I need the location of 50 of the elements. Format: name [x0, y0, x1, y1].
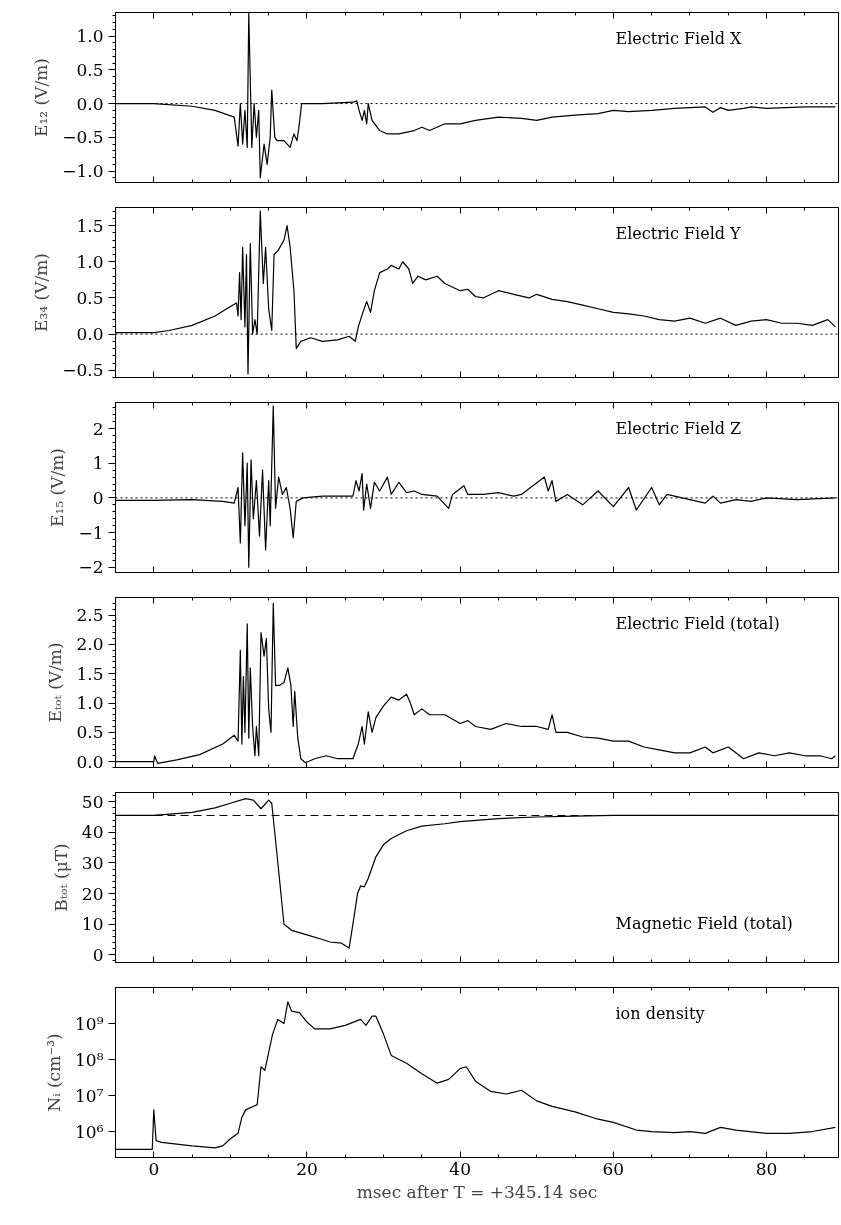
y-tick-label: 0	[92, 487, 104, 508]
x-tick-label: 20	[296, 1158, 318, 1179]
y-tick-label: 20	[81, 883, 104, 904]
x-tick-label: 60	[602, 1158, 625, 1179]
y-tick-label: −1.0	[62, 161, 104, 182]
y-tick-label: 0.5	[76, 287, 104, 308]
x-tick-label: 80	[755, 1158, 778, 1179]
y-tick-label: 0.5	[76, 59, 104, 80]
annotation: Electric Field X	[615, 28, 743, 48]
x-tick-label: 0	[148, 1158, 160, 1179]
y-tick-label: 10⁶	[75, 1121, 104, 1142]
annotation: Electric Field (total)	[615, 613, 780, 633]
y-tick-label: 1.0	[76, 26, 104, 47]
y-tick-label: 1.0	[76, 693, 104, 714]
y-tick-label: 0.0	[76, 751, 104, 772]
y-tick-label: 10⁷	[75, 1085, 104, 1106]
y-axis-title: Eₜₒₜ (V/m)	[45, 642, 66, 723]
y-tick-label: 1.5	[76, 663, 104, 684]
y-tick-label: 40	[81, 822, 104, 843]
y-tick-label: 1	[92, 453, 104, 474]
y-tick-label: 2.0	[76, 634, 104, 655]
y-axis-title: E₁₅ (V/m)	[47, 448, 68, 527]
y-tick-label: 1.5	[76, 215, 104, 236]
annotation: Electric Field Z	[615, 418, 742, 438]
y-tick-label: 10⁸	[75, 1049, 104, 1070]
y-tick-label: −0.5	[62, 360, 104, 381]
y-tick-label: 0.0	[76, 324, 104, 345]
line-series	[115, 602, 837, 764]
y-axis-title: Bₜₒₜ (μT)	[50, 843, 71, 912]
annotation: ion density	[615, 1003, 705, 1023]
y-tick-label: 0.0	[76, 93, 104, 114]
y-axis-title: Nᵢ (cm⁻³)	[44, 1033, 65, 1112]
y-tick-label: 0.5	[76, 722, 104, 743]
y-axis-title: E₁₂ (V/m)	[31, 58, 52, 137]
y-tick-label: 30	[81, 852, 104, 873]
y-tick-label: 2	[92, 418, 104, 439]
y-axis-title: E₃₄ (V/m)	[31, 253, 52, 332]
y-tick-label: −0.5	[62, 127, 104, 148]
annotation: Magnetic Field (total)	[615, 913, 793, 933]
y-tick-label: −1	[78, 522, 104, 543]
y-tick-label: 10	[81, 914, 104, 935]
x-tick-label: 40	[449, 1158, 471, 1179]
y-tick-label: 2.5	[76, 605, 104, 626]
y-tick-label: 50	[81, 791, 104, 812]
y-tick-label: 1.0	[76, 251, 104, 272]
x-axis-title: msec after T = +345.14 sec	[356, 1181, 598, 1202]
y-tick-label: 0	[92, 944, 104, 965]
y-tick-label: 10⁹	[75, 1013, 104, 1034]
annotation: Electric Field Y	[615, 223, 742, 243]
y-tick-label: −2	[78, 557, 104, 578]
